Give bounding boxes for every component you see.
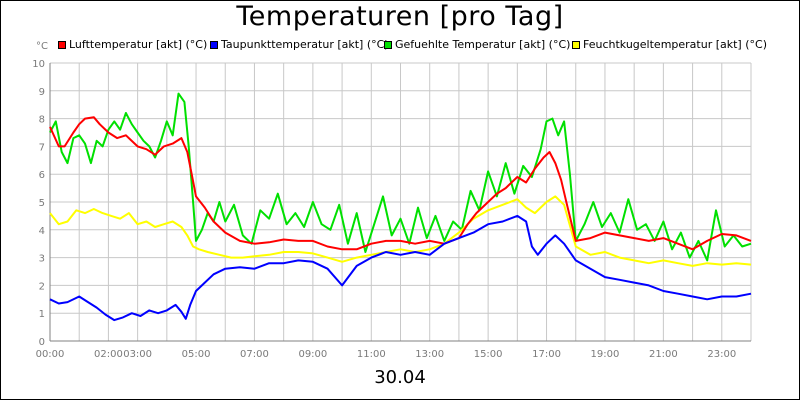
x-tick-label: 17:00 xyxy=(532,349,561,360)
x-tick-label: 19:00 xyxy=(591,349,620,360)
legend-label-feuchtkugeltemperatur: Feuchtkugeltemperatur [akt] (°C) xyxy=(583,38,767,51)
legend-swatch-lufttemperatur xyxy=(58,41,66,49)
y-tick-label: 3 xyxy=(39,254,45,265)
legend-label-taupunkttemperatur: Taupunkttemperatur [akt] (°C) xyxy=(221,38,389,51)
x-tick-label: 05:00 xyxy=(182,349,211,360)
legend-label-gefuehlte-temperatur: Gefuehlte Temperatur [akt] (°C) xyxy=(395,38,571,51)
x-tick-label: 21:00 xyxy=(649,349,678,360)
series-line-gefuehlte-temperatur xyxy=(49,92,752,262)
series-line-lufttemperatur xyxy=(49,116,752,251)
x-tick-label: 07:00 xyxy=(240,349,269,360)
x-tick-label: 15:00 xyxy=(474,349,503,360)
y-tick-label: 4 xyxy=(39,226,45,237)
y-tick-label: 1 xyxy=(39,309,45,320)
x-tick-label: 23:00 xyxy=(707,349,736,360)
x-tick-label: 09:00 xyxy=(298,349,327,360)
legend-swatch-gefuehlte-temperatur xyxy=(384,41,392,49)
legend-swatch-taupunkttemperatur xyxy=(210,41,218,49)
x-tick-label: 13:00 xyxy=(415,349,444,360)
x-tick-label: 00:00 xyxy=(36,349,65,360)
y-tick-label: 2 xyxy=(39,281,45,292)
y-tick-label: 9 xyxy=(39,87,45,98)
y-tick-label: 6 xyxy=(39,170,45,181)
date-label: 30.04 xyxy=(374,367,426,388)
x-tick-label: 02:00 xyxy=(94,349,123,360)
series-line-feuchtkugeltemperatur xyxy=(49,195,752,267)
series-line-taupunkttemperatur xyxy=(49,214,752,322)
x-tick-label: 03:00 xyxy=(123,349,152,360)
legend-label-lufttemperatur: Lufttemperatur [akt] (°C) xyxy=(69,38,208,51)
y-tick-label: 0 xyxy=(39,337,45,348)
y-tick-label: 10 xyxy=(32,59,45,70)
y-tick-label: 7 xyxy=(39,142,45,153)
y-tick-label: 8 xyxy=(39,115,45,126)
y-tick-label: 5 xyxy=(39,198,45,209)
x-tick-label: 11:00 xyxy=(357,349,386,360)
chart-title: Temperaturen [pro Tag] xyxy=(236,1,564,32)
y-axis-unit: °C xyxy=(36,41,48,52)
legend-swatch-feuchtkugeltemperatur xyxy=(572,41,580,49)
